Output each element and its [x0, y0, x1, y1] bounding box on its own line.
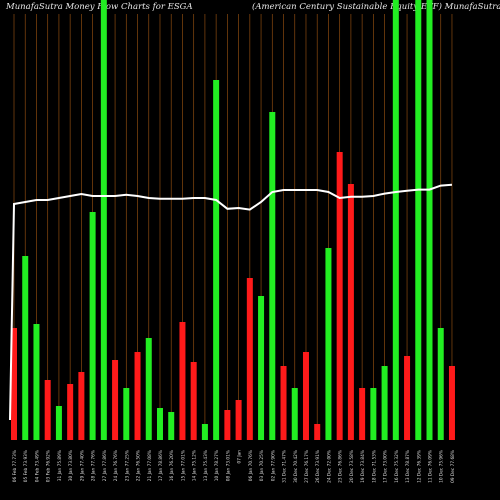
x-tick-label: 17 Dec 73.00% — [383, 450, 389, 483]
bar-22 — [258, 296, 265, 440]
x-tick-label: 24 Dec 72.00% — [326, 450, 332, 483]
x-tick-label: 03 Feb 76.92% — [46, 450, 52, 482]
bar-39 — [448, 366, 455, 440]
bar-6 — [78, 372, 85, 440]
x-tick-label: 19 Dec 73.84% — [360, 450, 366, 483]
x-tick-label: 11 Dec 76.09% — [428, 450, 434, 483]
x-tick-label: 30 Dec 70.42% — [293, 450, 299, 483]
x-tick-labels: 06 Feb 77.73% 05 Feb 73.93% 04 Feb 73.49% 0… — [12, 450, 456, 483]
bar-36 — [415, 0, 422, 440]
x-tick-label: 03 Jan 70.25% — [259, 450, 265, 481]
bar-16 — [190, 362, 197, 440]
bar-31 — [359, 388, 366, 440]
bar-5 — [67, 384, 74, 440]
x-tick-label: 31 Jan 75.89% — [57, 450, 63, 481]
bar-18 — [213, 80, 220, 440]
x-tick-label: 27 Jan 77.86% — [102, 450, 108, 481]
bar-12 — [145, 338, 152, 440]
x-tick-label: 29 Jan 77.40% — [79, 450, 85, 481]
x-tick-label: 31 Dec 71.47% — [282, 450, 288, 483]
bar-29 — [336, 152, 343, 440]
bar-37 — [426, 0, 433, 440]
bar-13 — [156, 408, 163, 440]
bar-35 — [404, 356, 411, 440]
x-tick-label: 04 Feb 73.49% — [34, 450, 40, 482]
bar-3 — [44, 380, 51, 440]
chart-title-left: MunafaSutra Money Flow Charts for ESGA — [6, 2, 193, 12]
bar-8 — [100, 0, 107, 440]
x-tick-label: 30 Jan 73.80% — [68, 450, 74, 481]
bar-14 — [168, 412, 175, 440]
bar-30 — [347, 184, 354, 440]
bar-28 — [325, 248, 332, 440]
bar-21 — [246, 278, 253, 440]
bar-25 — [291, 388, 298, 440]
x-tick-label: 26 Dec 73.91% — [315, 450, 321, 483]
x-tick-label: 18 Dec 71.53% — [371, 450, 377, 483]
bars — [11, 0, 455, 440]
x-tick-label: 16 Dec 75.32% — [394, 450, 400, 483]
x-tick-label: 16 Jan 76.20% — [169, 450, 175, 481]
bar-7 — [89, 212, 96, 440]
bar-34 — [392, 0, 399, 440]
x-tick-label: 10 Jan 78.27% — [214, 450, 220, 481]
x-tick-label: 02 Jan 77.90% — [270, 450, 276, 481]
bar-23 — [269, 112, 276, 440]
bar-24 — [280, 366, 287, 440]
bar-10 — [123, 388, 130, 440]
bar-38 — [437, 328, 444, 440]
bar-1 — [22, 256, 29, 440]
x-tick-label: 22 Jan 76.50% — [136, 450, 142, 481]
bar-15 — [179, 322, 186, 440]
x-tick-label: 20 Dec 73.58% — [349, 450, 355, 483]
bar-0 — [11, 328, 17, 440]
x-tick-label: 05 Feb 73.93% — [23, 450, 29, 482]
bar-32 — [370, 388, 377, 440]
x-tick-label: 06 Jan 70.76% — [248, 450, 254, 481]
bar-9 — [112, 360, 119, 440]
chart-title-right: (American Century Sustainable Equity ETF… — [252, 2, 500, 12]
x-tick-label: 12 Dec 76.39% — [416, 450, 422, 483]
x-tick-label: 27 Dec 76.17% — [304, 450, 310, 483]
x-tick-label: 13 Jan 75.43% — [203, 450, 209, 481]
x-tick-label: 14 Jan 75.12% — [192, 450, 198, 481]
x-tick-label: 17 Jan 78.86% — [158, 450, 164, 481]
x-tick-label: 06 Feb 77.73% — [12, 450, 18, 482]
x-tick-label: 23 Dec 76.86% — [338, 450, 344, 483]
bar-20 — [235, 400, 242, 440]
bar-19 — [224, 410, 231, 440]
x-tick-label: 23 Jan 77.25% — [124, 450, 130, 481]
bar-11 — [134, 352, 141, 440]
bar-27 — [314, 424, 321, 440]
trend-line — [9, 183, 453, 421]
x-tick-label: 28 Jan 77.76% — [91, 450, 97, 481]
x-tick-label: 15 Jan 77.01% — [180, 450, 186, 481]
x-tick-label: 09 Dec 77.68% — [450, 450, 456, 483]
x-tick-label: 21 Jan 77.08% — [147, 450, 153, 481]
bar-33 — [381, 366, 388, 440]
x-tick-label: 07 Jan — [237, 450, 243, 464]
bar-2 — [33, 324, 40, 440]
bar-4 — [55, 406, 62, 440]
bar-26 — [302, 352, 309, 440]
x-tick-label: 10 Dec 75.96% — [439, 450, 445, 483]
x-tick-label: 24 Jan 76.76% — [113, 450, 119, 481]
x-tick-label: 13 Dec 78.87% — [405, 450, 411, 483]
x-tick-label: 08 Jan 73.01% — [225, 450, 231, 481]
bar-17 — [201, 424, 208, 440]
